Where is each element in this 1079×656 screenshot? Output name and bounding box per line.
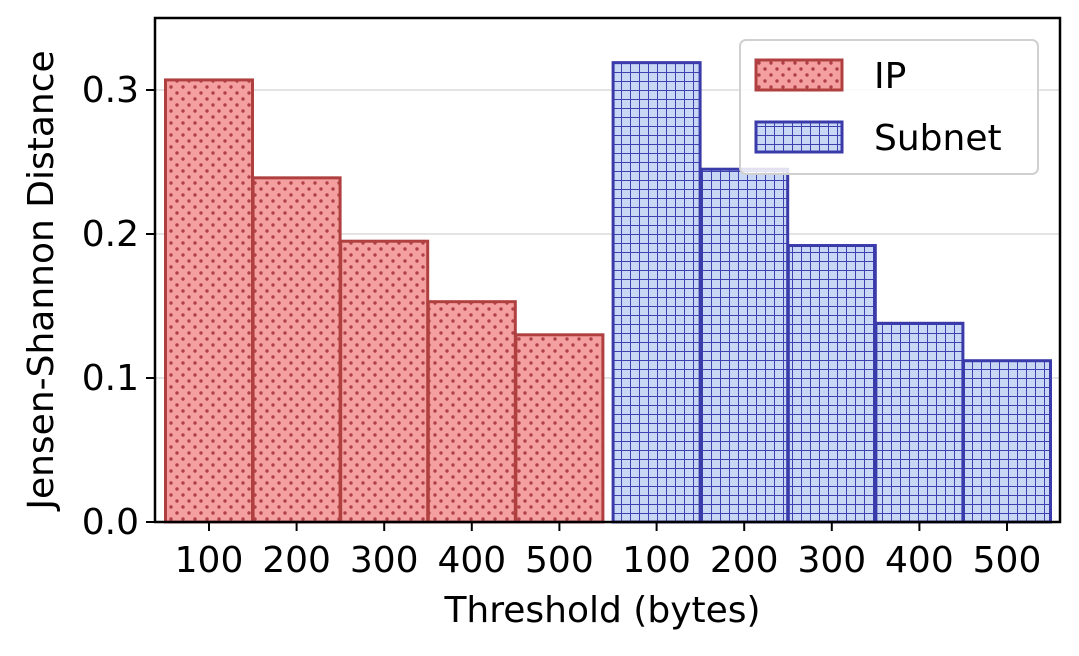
x-tick-label: 100: [622, 540, 691, 581]
y-axis-title: Jensen-Shannon Distance: [21, 50, 62, 511]
x-tick-label: 400: [437, 540, 506, 581]
bar-subnet-300: [786, 244, 877, 524]
x-tick-label: 100: [175, 540, 244, 581]
x-tick-label: 500: [973, 540, 1042, 581]
bar-ip-400: [426, 300, 517, 524]
x-tick-label: 300: [797, 540, 866, 581]
legend-swatch-subnet: [754, 120, 844, 154]
y-tick-label: 0.2: [82, 214, 139, 255]
bar-subnet-200: [699, 167, 790, 524]
plot-frame: [153, 16, 1062, 524]
bars: [164, 61, 1052, 524]
bar-ip-100: [164, 78, 254, 524]
bar-ip-300: [339, 239, 430, 524]
legend-label-subnet: Subnet: [874, 118, 1002, 159]
bar-ip-200: [251, 176, 342, 524]
x-tick-label: 300: [350, 540, 419, 581]
y-tick-label: 0.0: [82, 502, 139, 543]
x-tick-label: 200: [710, 540, 779, 581]
legend: IP Subnet: [739, 39, 1039, 175]
y-tick-label: 0.3: [82, 70, 139, 111]
legend-swatch-ip: [754, 58, 844, 92]
bar-subnet-400: [874, 321, 965, 524]
bar-subnet-500: [962, 359, 1052, 524]
x-tick-label: 200: [262, 540, 331, 581]
x-tick-label: 400: [885, 540, 954, 581]
x-axis-title: Threshold (bytes): [443, 590, 760, 631]
legend-label-ip: IP: [874, 56, 906, 97]
axes: 100 200 300 400 500 100 200 300 400 500 0.0 0.1 0.2 0…: [21, 16, 1062, 631]
bar-ip-500: [514, 333, 605, 524]
y-tick-label: 0.1: [82, 358, 139, 399]
x-tick-label: 500: [525, 540, 594, 581]
bar-subnet-100: [611, 61, 702, 524]
